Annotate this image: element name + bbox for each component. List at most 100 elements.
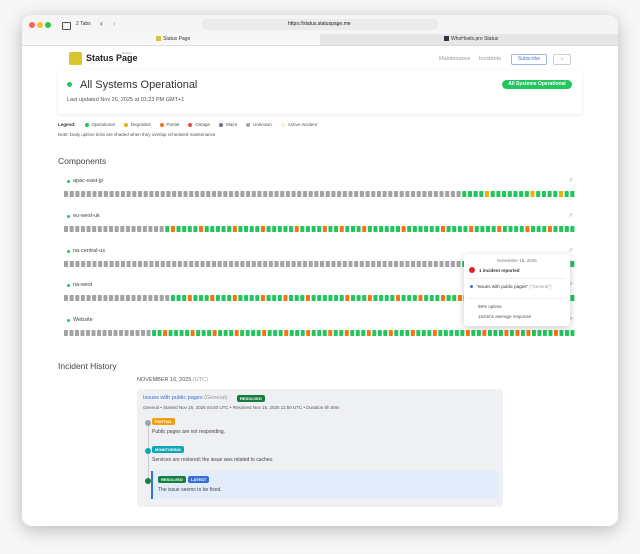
uptime-tick <box>277 295 282 302</box>
uptime-tick <box>407 225 412 232</box>
tab-title[interactable]: WhoHosts.pro Status <box>444 36 498 42</box>
uptime-tick <box>480 225 485 232</box>
update-text: Public pages are not responding. <box>152 429 226 435</box>
status-dot <box>67 319 70 323</box>
uptime-tick <box>223 330 228 337</box>
expand-icon[interactable]: ↗ <box>568 212 574 219</box>
uptime-tick <box>125 295 130 302</box>
uptime-tick <box>69 330 74 337</box>
uptime-tick <box>103 295 108 302</box>
uptime-tick <box>306 330 311 337</box>
uptime-tick <box>411 260 416 267</box>
uptime-tick <box>373 225 378 232</box>
url-bar[interactable] <box>202 19 438 30</box>
update-text: The issue seems to be fixed. <box>158 487 222 493</box>
uptime-tick <box>98 191 103 197</box>
close-button[interactable] <box>29 22 35 28</box>
legend-text: Unknown <box>253 122 272 127</box>
back-button[interactable]: ‹ <box>100 19 103 28</box>
uptime-tick <box>504 330 509 337</box>
expand-icon[interactable]: ↗ <box>568 282 574 289</box>
uptime-tick <box>334 295 339 302</box>
legend-swatch <box>123 122 128 127</box>
uptime-tick <box>166 191 171 197</box>
uptime-tick <box>131 295 136 302</box>
theme-toggle[interactable]: ☼ <box>553 54 571 65</box>
sidebar-button[interactable] <box>62 22 71 30</box>
uptime-tick <box>325 260 330 267</box>
uptime-tick <box>124 330 129 337</box>
nav-link[interactable]: Maintenance <box>439 56 471 62</box>
uptime-tick <box>376 191 381 197</box>
uptime-tick <box>440 295 446 302</box>
uptime-tick <box>285 191 290 197</box>
timeline-dot <box>145 478 151 484</box>
section-title: Components <box>58 156 107 166</box>
uptime-tick <box>355 330 360 337</box>
uptime-tick <box>460 330 465 337</box>
uptime-tick <box>410 330 415 337</box>
forward-button[interactable]: › <box>113 19 116 28</box>
uptime-tick <box>553 225 558 232</box>
uptime-tick <box>559 225 564 232</box>
uptime-tick <box>311 225 316 232</box>
uptime-tick <box>154 225 159 232</box>
uptime-tick <box>524 191 529 197</box>
uptime-tick <box>525 225 530 232</box>
uptime-tick <box>210 225 215 232</box>
uptime-tick <box>317 295 322 302</box>
expand-icon[interactable]: ↗ <box>568 247 574 254</box>
tabs-label[interactable]: 2 Tabs <box>76 21 91 27</box>
uptime-tick <box>450 191 455 197</box>
uptime-tick <box>479 191 484 197</box>
uptime-tick <box>382 191 387 197</box>
uptime-tick <box>255 295 260 302</box>
logo-text[interactable]: Status Page <box>86 53 138 63</box>
uptime-tick <box>376 260 381 267</box>
legend-item: Outage <box>188 122 210 127</box>
history-date: NOVEMBER 16, 2025 (UTC) <box>137 377 208 383</box>
uptime-tick <box>266 295 271 302</box>
uptime-tick <box>514 225 519 232</box>
uptime-tick <box>322 330 327 337</box>
zoom-button[interactable] <box>45 22 51 28</box>
uptime-tick <box>132 260 137 267</box>
uptime-tick <box>201 330 206 337</box>
component-name: Website <box>73 317 93 324</box>
uptime-tick <box>328 295 333 302</box>
uptime-tick <box>570 295 575 302</box>
uptime-tick <box>210 295 215 302</box>
expand-icon[interactable]: ↗ <box>568 178 574 184</box>
uptime-tick <box>255 225 260 232</box>
nav-link[interactable]: Incidents <box>479 56 502 62</box>
update-status: PARTIAL <box>152 418 176 425</box>
uptime-tick <box>382 260 387 267</box>
uptime-tick <box>487 330 492 337</box>
uptime-tick <box>463 225 468 232</box>
uptime-tick <box>317 225 322 232</box>
uptime-tick <box>432 330 437 337</box>
uptime-tick <box>267 330 272 337</box>
uptime-tick <box>457 295 462 302</box>
incident-title[interactable]: Issues with public pages (General) <box>143 395 228 401</box>
uptime-tick <box>119 330 124 337</box>
uptime-tick <box>433 191 438 197</box>
legend-item: Partial <box>159 122 179 127</box>
expand-icon[interactable]: ↗ <box>568 317 574 324</box>
uptime-tick <box>371 191 376 197</box>
uptime-tick <box>97 330 101 337</box>
uptime-tick <box>383 330 388 337</box>
tab-active[interactable] <box>22 34 320 45</box>
uptime-tick <box>548 330 553 337</box>
uptime-tick <box>337 260 342 267</box>
uptime-tick <box>64 225 69 232</box>
minimize-button[interactable] <box>37 22 43 28</box>
uptime-tick <box>362 295 367 302</box>
uptime-tick <box>157 330 162 337</box>
uptime-tick <box>137 295 142 302</box>
uptime-tick <box>137 191 143 197</box>
uptime-tick <box>280 191 285 197</box>
tab-title[interactable]: Status Page <box>156 36 190 42</box>
subscribe-button[interactable]: Subscribe <box>511 54 547 65</box>
